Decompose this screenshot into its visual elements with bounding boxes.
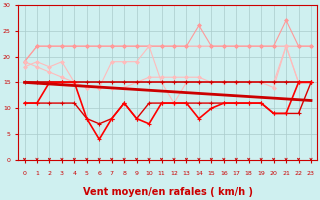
X-axis label: Vent moyen/en rafales ( km/h ): Vent moyen/en rafales ( km/h ) [83,187,253,197]
